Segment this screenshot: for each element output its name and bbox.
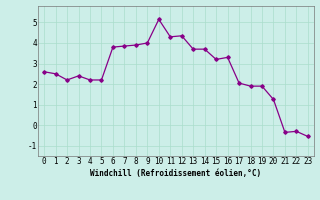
X-axis label: Windchill (Refroidissement éolien,°C): Windchill (Refroidissement éolien,°C) — [91, 169, 261, 178]
